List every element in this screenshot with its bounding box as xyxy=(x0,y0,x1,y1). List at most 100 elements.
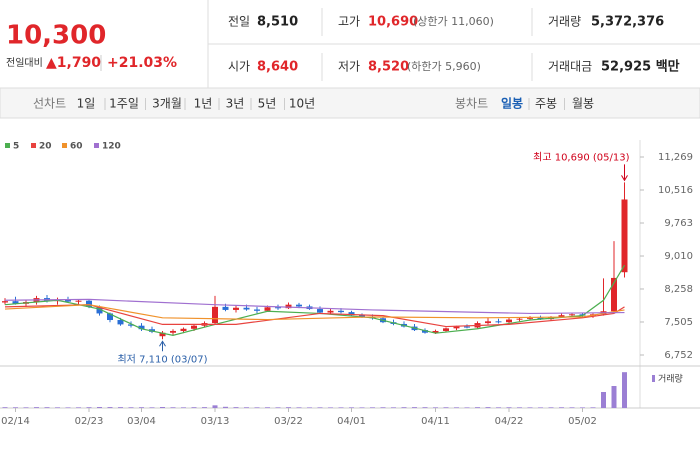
candle-body xyxy=(422,330,428,333)
volume-bar xyxy=(76,407,81,408)
period-tab[interactable]: 3년 xyxy=(226,97,245,111)
volume-bar xyxy=(244,407,249,408)
candle-body xyxy=(443,328,449,331)
x-tick-label: 04/11 xyxy=(421,416,450,427)
candle-body xyxy=(485,321,491,324)
volume-bar xyxy=(307,407,312,408)
candle-body xyxy=(296,304,302,307)
summary-value: 8,520 xyxy=(368,60,409,75)
y-tick-label: 9,010 xyxy=(664,251,693,262)
summary-value: 8,640 xyxy=(257,60,298,75)
legend-swatch xyxy=(62,143,67,148)
summary-label: 시가 xyxy=(228,60,250,74)
candle-body xyxy=(338,310,344,313)
volume-bar xyxy=(622,372,627,408)
volume-bar xyxy=(223,406,228,408)
candle-body xyxy=(65,299,71,302)
volume-bar xyxy=(391,407,396,408)
legend-label: 5 xyxy=(13,142,19,152)
volume-bar xyxy=(128,407,134,408)
period-tab[interactable]: 3개월 xyxy=(152,97,182,111)
tab-bar xyxy=(0,87,700,119)
legend-swatch xyxy=(31,143,36,148)
volume-bar xyxy=(254,407,260,408)
candle-body xyxy=(75,300,82,302)
volume-legend-swatch xyxy=(652,375,655,382)
period-tab[interactable]: 1일 xyxy=(77,97,96,111)
summary-label: 전일 xyxy=(228,15,250,29)
candle-body xyxy=(12,301,19,304)
candle-body xyxy=(243,307,250,310)
volume-bar xyxy=(34,407,39,408)
candle-body xyxy=(495,321,502,323)
volume-bar xyxy=(475,407,480,408)
candle-body xyxy=(275,307,281,309)
period-tab[interactable]: 1주일 xyxy=(109,97,139,111)
annotation-arrowhead xyxy=(621,175,628,182)
moving-average-line xyxy=(4,304,625,321)
candle-body xyxy=(254,309,260,311)
volume-bar xyxy=(160,407,165,408)
summary-value: 8,510 xyxy=(257,15,298,30)
volume-bar xyxy=(349,407,354,408)
candle-body xyxy=(170,330,176,333)
volume-bar xyxy=(296,407,302,408)
candle-body xyxy=(621,199,628,273)
summary-value: 10,690 xyxy=(368,15,418,30)
x-tick-label: 03/04 xyxy=(127,416,156,427)
volume-bar xyxy=(139,407,144,408)
summary-label: 거래량 xyxy=(548,15,581,29)
volume-bar xyxy=(212,405,218,408)
candle-body xyxy=(96,306,103,314)
volume-legend: 거래량 xyxy=(658,373,683,385)
x-tick-label: 04/01 xyxy=(337,416,366,427)
candle-body xyxy=(348,312,355,316)
candle-body xyxy=(191,325,197,329)
candle-body xyxy=(128,324,134,326)
candle-body xyxy=(432,330,439,333)
x-tick-label: 03/13 xyxy=(201,416,230,427)
moving-average-line xyxy=(4,298,625,315)
summary-label: 거래대금 xyxy=(548,60,592,74)
period-tab[interactable]: 10년 xyxy=(289,97,315,111)
volume-bar xyxy=(559,407,564,408)
legend-swatch xyxy=(94,143,99,148)
volume-bar xyxy=(569,407,575,408)
legend-label: 120 xyxy=(102,142,121,152)
y-tick-label: 7,505 xyxy=(664,317,693,328)
candle-body xyxy=(327,310,334,313)
volume-bar xyxy=(328,407,333,408)
annotation: 최고 10,690 (05/13) xyxy=(533,151,629,163)
y-tick-label: 11,269 xyxy=(658,152,693,163)
candle-body xyxy=(233,307,239,310)
current-price: 10,300 xyxy=(6,21,106,51)
candle-body xyxy=(285,304,292,309)
candle-period-tab[interactable]: 일봉 xyxy=(501,97,523,111)
y-tick-label: 8,258 xyxy=(664,284,693,295)
y-tick-label: 10,516 xyxy=(658,185,693,196)
x-tick-label: 02/23 xyxy=(75,416,104,427)
candle-body xyxy=(222,306,229,310)
summary-label: 저가 xyxy=(338,60,360,74)
volume-bar xyxy=(149,407,155,408)
summary-value: 5,372,376 xyxy=(591,15,664,30)
period-tab[interactable]: 1년 xyxy=(194,97,213,111)
candle-period-tab[interactable]: 주봉 xyxy=(535,97,557,111)
change: ▲1,790 xyxy=(46,55,101,71)
candle-body xyxy=(107,313,113,321)
volume-bar xyxy=(601,392,606,408)
volume-bar xyxy=(422,407,428,408)
period-tab[interactable]: 5년 xyxy=(258,97,277,111)
moving-average-line xyxy=(4,304,625,328)
volume-bar xyxy=(286,407,291,408)
volume-bar xyxy=(380,407,386,408)
volume-bar xyxy=(170,407,176,408)
summary-note: (하한가 5,960) xyxy=(407,59,481,73)
volume-bar xyxy=(65,407,71,408)
volume-bar xyxy=(233,407,239,408)
volume-bar xyxy=(454,407,459,408)
candle-body xyxy=(611,277,617,312)
candle-period-tab[interactable]: 월봉 xyxy=(572,97,594,111)
annotation: 최저 7,110 (03/07) xyxy=(117,353,207,365)
